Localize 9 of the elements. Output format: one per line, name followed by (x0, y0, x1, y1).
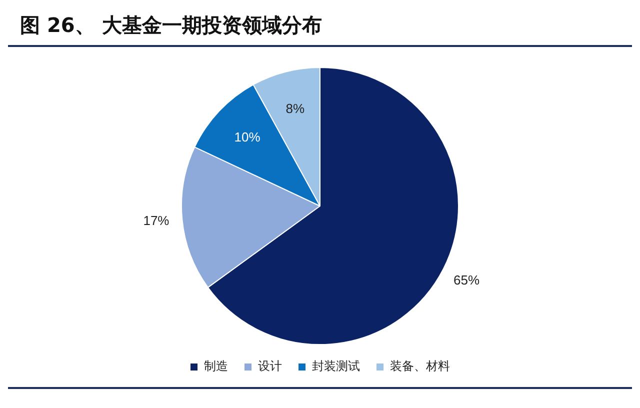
data-label: 17% (143, 213, 170, 228)
legend-label: 封装测试 (312, 359, 360, 374)
data-label: 8% (286, 100, 306, 116)
legend-label: 制造 (204, 359, 228, 374)
data-label: 10% (234, 129, 261, 144)
chart-title: 图 26、 大基金一期投资领域分布 (8, 8, 632, 47)
legend-label: 装备、材料 (390, 359, 450, 374)
legend-label: 设计 (258, 359, 282, 374)
data-label: 65% (454, 272, 480, 288)
